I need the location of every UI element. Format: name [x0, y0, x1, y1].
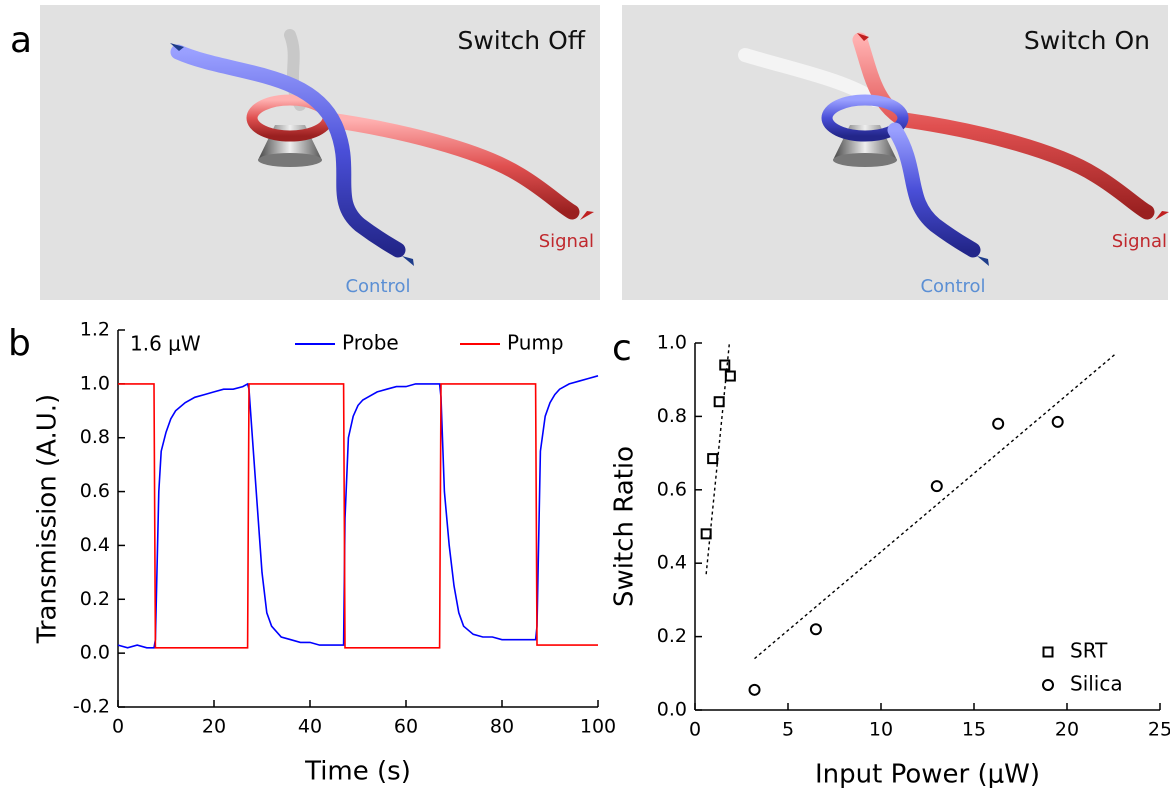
- legend-marker: [1042, 646, 1054, 658]
- y-tick-label: 0.2: [657, 625, 687, 647]
- y-axis-title: Transmission (A.U.): [33, 394, 63, 644]
- control-label: Control: [345, 276, 410, 297]
- schematic-switch-on: [738, 32, 1169, 266]
- series-line: [118, 383, 598, 649]
- signal-label: Signal: [1112, 231, 1167, 252]
- y-axis-title: Switch Ratio: [610, 446, 640, 607]
- y-tick-label: 0.8: [657, 405, 687, 427]
- marker: [809, 623, 822, 636]
- panel-title: Switch On: [1024, 26, 1150, 55]
- panel-label: a: [10, 20, 32, 61]
- legend-label: Silica: [1070, 672, 1123, 696]
- x-tick-label: 20: [202, 716, 226, 738]
- x-axis-title: Input Power (μW): [815, 760, 1040, 790]
- legend-label: Probe: [342, 331, 399, 355]
- marker: [719, 359, 731, 371]
- x-tick-label: 40: [298, 716, 322, 738]
- x-tick-label: 5: [782, 719, 794, 741]
- y-tick-label: 0.6: [657, 478, 687, 500]
- legend-label: Pump: [507, 331, 564, 355]
- series-line: [117, 375, 599, 649]
- signal-label: Signal: [539, 231, 594, 252]
- marker: [707, 453, 719, 465]
- legend-label: SRT: [1070, 639, 1108, 663]
- panel-label: b: [8, 323, 31, 364]
- y-tick-label: 1.0: [80, 372, 110, 394]
- control-label: Control: [920, 276, 985, 297]
- x-axis-title: Time (s): [304, 757, 411, 787]
- x-tick-label: 0: [112, 716, 124, 738]
- y-tick-label: 1.0: [657, 332, 687, 354]
- x-tick-label: 80: [490, 716, 514, 738]
- y-tick-label: 0.6: [80, 480, 110, 502]
- legend-marker: [1042, 679, 1054, 691]
- x-tick-label: 20: [1055, 719, 1079, 741]
- marker: [748, 683, 761, 696]
- marker: [724, 370, 736, 382]
- y-tick-label: 0.2: [80, 588, 110, 610]
- x-tick-label: 100: [580, 716, 616, 738]
- x-tick-label: 25: [1148, 719, 1170, 741]
- y-tick-label: 0.8: [80, 426, 110, 448]
- marker: [992, 417, 1005, 430]
- panel-background: [40, 5, 600, 300]
- y-tick-label: 0.0: [657, 699, 687, 721]
- x-tick-label: 60: [394, 716, 418, 738]
- marker: [713, 396, 725, 408]
- panel-background: [622, 5, 1168, 300]
- panel-label: c: [612, 328, 632, 369]
- x-tick-label: 15: [962, 719, 986, 741]
- x-tick-label: 0: [689, 719, 701, 741]
- fit-line: [754, 353, 1116, 660]
- marker: [930, 480, 943, 493]
- y-tick-label: 0.4: [80, 534, 110, 556]
- x-tick-label: 10: [869, 719, 893, 741]
- marker: [1051, 415, 1064, 428]
- y-tick-label: 0.4: [657, 552, 687, 574]
- panel-title: Switch Off: [457, 26, 585, 55]
- marker: [700, 528, 712, 540]
- schematic-switch-off: [170, 29, 594, 266]
- annotation: 1.6 μW: [130, 332, 201, 356]
- y-tick-label: -0.2: [73, 696, 110, 718]
- y-tick-label: 1.2: [80, 319, 110, 341]
- y-tick-label: 0.0: [80, 642, 110, 664]
